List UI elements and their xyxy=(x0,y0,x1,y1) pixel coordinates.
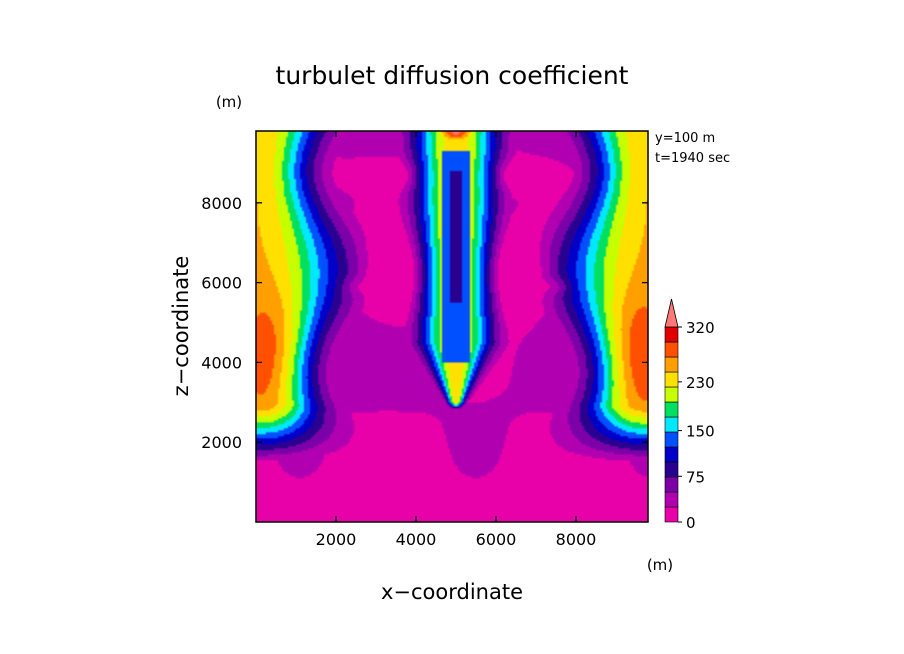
y-tick-label: 6000 xyxy=(201,274,242,293)
colorbar-segment xyxy=(664,461,679,478)
x-axis-label: x−coordinate xyxy=(381,580,523,604)
colorbar-segment xyxy=(664,506,679,523)
colorbar-segment xyxy=(664,401,679,418)
colorbar-extend-triangle xyxy=(664,298,679,328)
colorbar-segment xyxy=(664,326,679,343)
colorbar-segment xyxy=(664,386,679,403)
colorbar-segment xyxy=(664,356,679,373)
x-tick-label: 4000 xyxy=(396,530,437,549)
colorbar-label: 230 xyxy=(686,374,715,392)
colorbar-segment xyxy=(664,476,679,493)
colorbar-segment xyxy=(664,416,679,433)
colorbar-label: 0 xyxy=(686,514,696,532)
plot-area xyxy=(256,131,648,522)
y-tick-label: 4000 xyxy=(201,353,242,372)
colorbar-segment xyxy=(664,341,679,358)
colorbar-label: 150 xyxy=(686,423,715,441)
plot-frame xyxy=(255,130,649,523)
y-unit-label: (m) xyxy=(216,93,242,111)
chart-title: turbulet diffusion coefficient xyxy=(276,61,629,90)
colorbar: 320 230 150 75 0 xyxy=(664,298,715,532)
x-axis: 2000 4000 6000 8000 xyxy=(316,131,597,549)
colorbar-segment xyxy=(664,446,679,463)
colorbar-segment xyxy=(664,371,679,388)
y-axis: 2000 4000 6000 8000 xyxy=(201,194,648,452)
x-tick-label: 6000 xyxy=(476,530,517,549)
colorbar-segment xyxy=(664,431,679,448)
diffusion-field-image xyxy=(256,131,648,522)
colorbar-segment xyxy=(664,491,679,508)
y-tick-label: 8000 xyxy=(201,194,242,213)
y-axis-label: z−coordinate xyxy=(169,256,193,397)
x-unit-label: (m) xyxy=(647,556,673,574)
colorbar-label: 320 xyxy=(686,319,715,337)
x-tick-label: 8000 xyxy=(556,530,597,549)
annotation-y: y=100 m xyxy=(655,131,715,146)
x-tick-label: 2000 xyxy=(316,530,357,549)
annotation-t: t=1940 sec xyxy=(655,151,730,166)
y-tick-label: 2000 xyxy=(201,433,242,452)
colorbar-label: 75 xyxy=(686,468,705,486)
